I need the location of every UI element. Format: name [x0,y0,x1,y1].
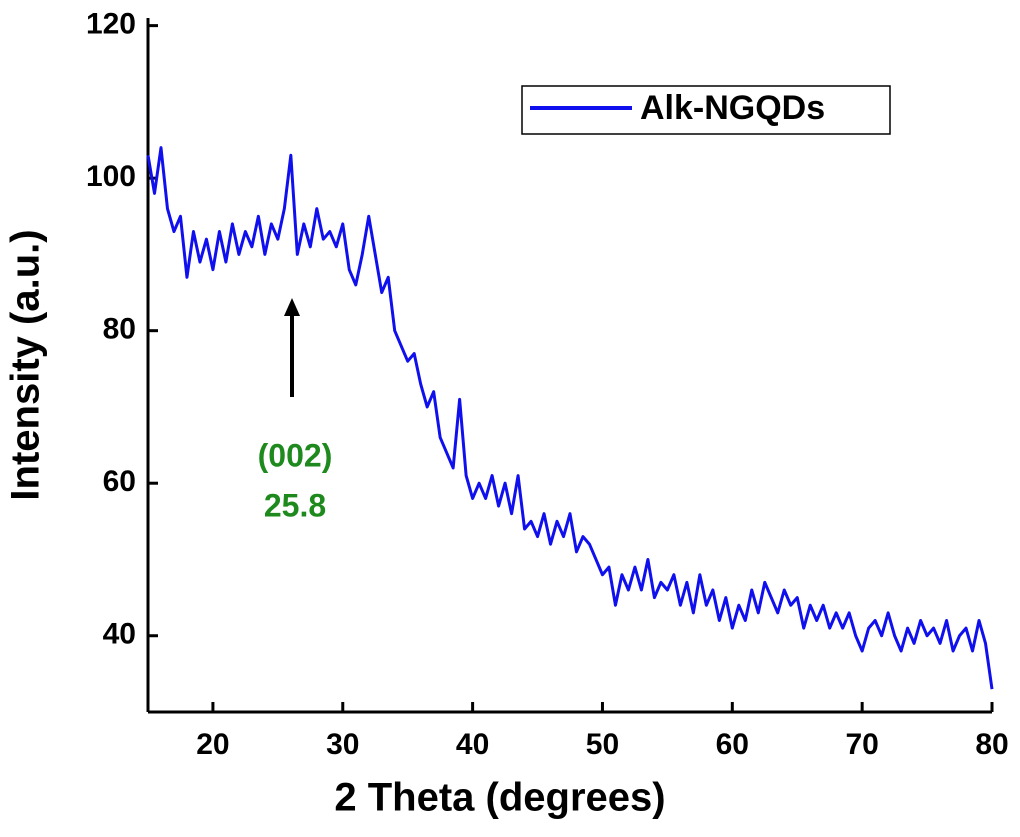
annotation: (002) [258,437,333,473]
x-tick-label: 20 [196,728,229,761]
x-axis-title: 2 Theta (degrees) [334,776,665,820]
y-tick-label: 40 [103,618,136,651]
y-tick-label: 60 [103,465,136,498]
y-tick-label: 100 [86,160,136,193]
x-tick-label: 30 [326,728,359,761]
x-tick-label: 40 [456,728,489,761]
x-tick-label: 80 [975,728,1008,761]
x-tick-label: 50 [586,728,619,761]
y-axis-title: Intensity (a.u.) [4,229,48,500]
annotation: 25.8 [264,487,326,523]
y-tick-label: 80 [103,313,136,346]
y-tick-label: 120 [86,8,136,41]
arrow-head [284,298,300,316]
x-tick-label: 60 [716,728,749,761]
x-tick-label: 70 [845,728,878,761]
legend-label: Alk-NGQDs [640,89,825,127]
data-line [146,146,994,690]
